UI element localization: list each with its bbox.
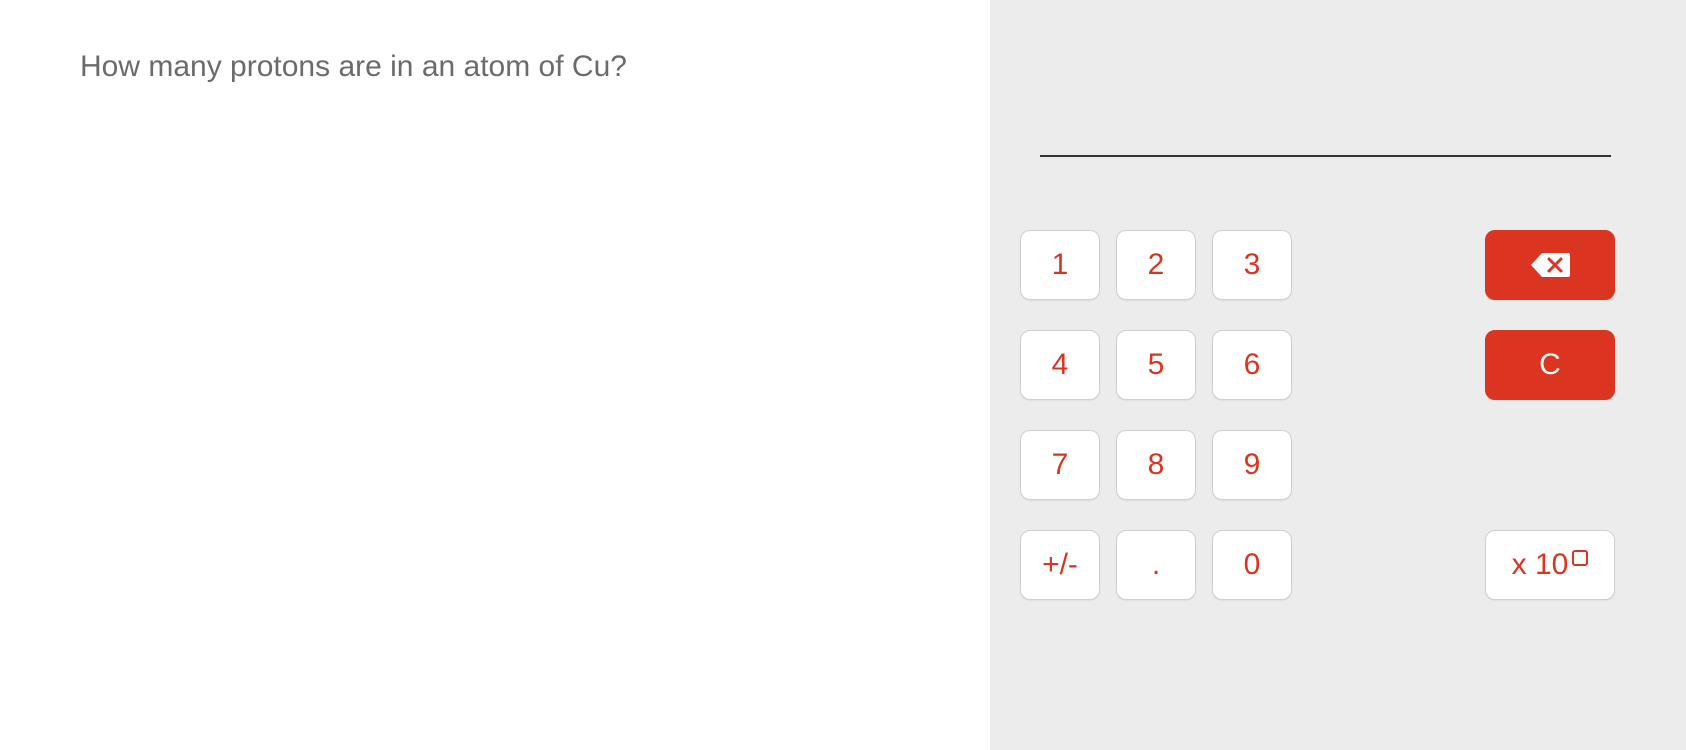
key-6[interactable]: 6 [1212, 330, 1292, 400]
keypad-row-4: +/- . 0 x 10 [1020, 530, 1631, 600]
key-9[interactable]: 9 [1212, 430, 1292, 500]
keypad: 1 2 3 4 5 6 C 7 8 [1020, 230, 1631, 630]
keypad-row-1: 1 2 3 [1020, 230, 1631, 300]
row-gap [1308, 330, 1485, 400]
clear-button[interactable]: C [1485, 330, 1615, 400]
sci-notation-button[interactable]: x 10 [1485, 530, 1615, 600]
row-gap [1308, 230, 1485, 300]
row-gap [1308, 530, 1485, 600]
sci-prefix: x 10 [1512, 548, 1569, 582]
key-3[interactable]: 3 [1212, 230, 1292, 300]
key-1[interactable]: 1 [1020, 230, 1100, 300]
keypad-pane: 1 2 3 4 5 6 C 7 8 [990, 0, 1686, 750]
key-7[interactable]: 7 [1020, 430, 1100, 500]
keypad-row-2: 4 5 6 C [1020, 330, 1631, 400]
key-2[interactable]: 2 [1116, 230, 1196, 300]
key-plusminus[interactable]: +/- [1020, 530, 1100, 600]
question-text: How many protons are in an atom of Cu? [80, 50, 990, 84]
key-0[interactable]: 0 [1212, 530, 1292, 600]
backspace-icon [1530, 251, 1570, 279]
row-gap [1308, 430, 1631, 500]
key-4[interactable]: 4 [1020, 330, 1100, 400]
key-decimal[interactable]: . [1116, 530, 1196, 600]
answer-underline [1040, 155, 1611, 157]
keypad-row-3: 7 8 9 [1020, 430, 1631, 500]
backspace-button[interactable] [1485, 230, 1615, 300]
app-layout: How many protons are in an atom of Cu? 1… [0, 0, 1686, 750]
key-8[interactable]: 8 [1116, 430, 1196, 500]
sci-notation-label: x 10 [1512, 548, 1589, 582]
question-pane: How many protons are in an atom of Cu? [0, 0, 990, 750]
key-5[interactable]: 5 [1116, 330, 1196, 400]
sci-exponent-box [1572, 550, 1588, 566]
